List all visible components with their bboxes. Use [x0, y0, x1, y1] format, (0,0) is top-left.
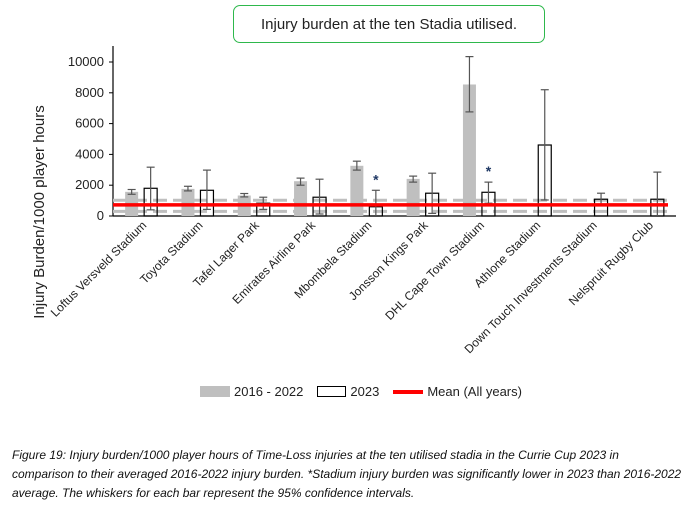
- legend-label: 2023: [350, 384, 380, 399]
- figure-caption: Figure 19: Injury burden/1000 player hou…: [12, 448, 682, 500]
- legend-item-mean: Mean (All years): [393, 384, 522, 399]
- bar-2016-2022: [462, 84, 476, 216]
- bar-2016-2022: [181, 188, 195, 216]
- y-tick-label: 10000: [68, 54, 104, 69]
- y-axis-title: Injury Burden/1000 player hours: [31, 105, 48, 318]
- bar-2016-2022: [406, 178, 420, 216]
- y-tick-label: 8000: [75, 85, 104, 100]
- y-tick-label: 0: [97, 208, 104, 223]
- y-tick-label: 4000: [75, 146, 104, 161]
- legend-swatch-red-line: [393, 389, 424, 394]
- legend-swatch-outline: [317, 386, 347, 397]
- significance-marker: *: [486, 163, 492, 179]
- y-tick-label: 2000: [75, 177, 104, 192]
- bar-chart: 0 2000 4000 6000 8000 10000 Injury Burden/1000…: [31, 46, 676, 356]
- bar-2016-2022: [294, 181, 308, 216]
- legend-item-2016-2022: 2016 - 2022: [200, 384, 303, 399]
- y-tick-label: 6000: [75, 116, 104, 131]
- significance-marker: *: [373, 171, 379, 187]
- chart-title: Injury burden at the ten Stadia utilised…: [233, 5, 545, 43]
- legend-swatch-grey: [200, 386, 230, 397]
- bar-2016-2022: [350, 165, 364, 216]
- legend-label: 2016 - 2022: [234, 384, 304, 399]
- x-tick-label: DHL Cape Town Stadium: [382, 218, 487, 323]
- x-tick-label: Loftus Versveld Stadium: [48, 218, 149, 319]
- legend-item-2023: 2023: [317, 384, 379, 399]
- legend-label: Mean (All years): [427, 384, 522, 399]
- legend: 2016 - 2022 2023 Mean (All years): [200, 384, 536, 399]
